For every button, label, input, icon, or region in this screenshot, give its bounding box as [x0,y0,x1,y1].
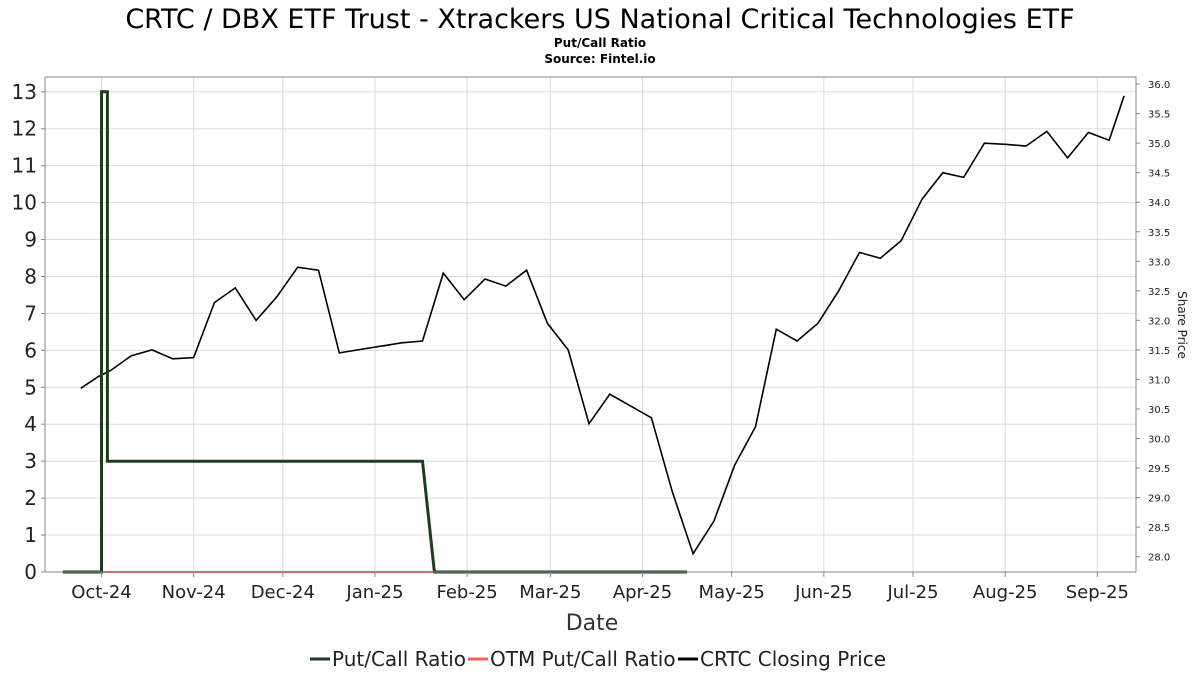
x-tick-label: Jan-25 [345,582,403,603]
x-tick-label: Apr-25 [613,582,672,603]
series-line-put-call-ratio [62,90,688,574]
right-axis: 28.0 28.5 29.0 29.5 30.0 30.5 31.0 31.5 32.0 32.5… [1136,80,1170,564]
chart-subtitle-line-1: Put/Call Ratio [554,36,646,50]
legend-label: CRTC Closing Price [700,647,886,671]
right-tick-label: 33.0 [1148,257,1170,268]
left-tick-label: 10 [12,191,37,215]
legend-label: OTM Put/Call Ratio [490,647,676,671]
x-axis-label: Date [566,611,619,636]
left-tick-label: 1 [24,523,37,547]
x-tick-label: Feb-25 [436,582,497,603]
grid [45,77,1136,573]
legend-item-otm-put-call-ratio: OTM Put/Call Ratio [468,647,676,671]
legend: Put/Call Ratio OTM Put/Call Ratio CRTC Clo… [310,647,886,671]
right-tick-label: 34.0 [1148,198,1170,209]
right-tick-label: 34.5 [1148,169,1170,180]
right-tick-label: 30.5 [1148,405,1170,416]
x-tick-label: Oct-24 [71,582,132,603]
chart-subtitle-line-2: Source: Fintel.io [544,52,655,66]
left-tick-label: 2 [24,486,37,510]
x-tick-label: Mar-25 [519,582,581,603]
right-tick-label: 35.0 [1148,139,1170,150]
x-tick-label: Jul-25 [886,582,938,603]
right-tick-label: 35.5 [1148,110,1170,121]
x-tick-label: May-25 [699,582,765,603]
right-tick-label: 32.5 [1148,287,1170,298]
right-axis-label: Share Price [1175,291,1189,359]
x-tick-label: Jun-25 [794,582,853,603]
left-tick-label: 12 [12,117,37,141]
series-layer [62,90,1125,574]
left-tick-label: 7 [24,301,37,325]
right-tick-label: 29.0 [1148,494,1170,505]
plot-frame [44,76,1137,573]
x-tick-label: Nov-24 [162,582,226,603]
right-tick-label: 28.5 [1148,523,1170,534]
right-tick-label: 30.0 [1148,435,1170,446]
left-tick-label: 8 [24,264,37,288]
left-tick-label: 3 [24,449,37,473]
legend-item-crtc-closing-price: CRTC Closing Price [678,647,886,671]
left-tick-label: 13 [12,80,37,104]
chart-title: CRTC / DBX ETF Trust - Xtrackers US Nati… [125,4,1074,35]
left-tick-label: 0 [24,560,37,584]
right-tick-label: 28.0 [1148,553,1170,564]
left-tick-label: 4 [24,412,37,436]
x-tick-label: Aug-25 [973,582,1038,603]
series-line-crtc-closing-price [80,95,1125,556]
right-tick-label: 33.5 [1148,228,1170,239]
chart-title-group: CRTC / DBX ETF Trust - Xtrackers US Nati… [125,4,1074,66]
right-tick-label: 29.5 [1148,464,1170,475]
legend-item-put-call-ratio: Put/Call Ratio [310,647,466,671]
x-tick-label: Sep-25 [1066,582,1129,603]
right-tick-label: 36.0 [1148,80,1170,91]
left-tick-label: 6 [24,338,37,362]
left-tick-label: 9 [24,228,37,252]
left-tick-label: 11 [12,154,37,178]
x-axis: Oct-24 Nov-24 Dec-24 Jan-25 Feb-25 Mar-25 Apr-… [71,572,1129,603]
x-tick-label: Dec-24 [251,582,315,603]
legend-label: Put/Call Ratio [332,647,466,671]
left-tick-label: 5 [24,375,37,399]
right-tick-label: 32.0 [1148,316,1170,327]
right-tick-label: 31.5 [1148,346,1170,357]
right-tick-label: 31.0 [1148,375,1170,386]
